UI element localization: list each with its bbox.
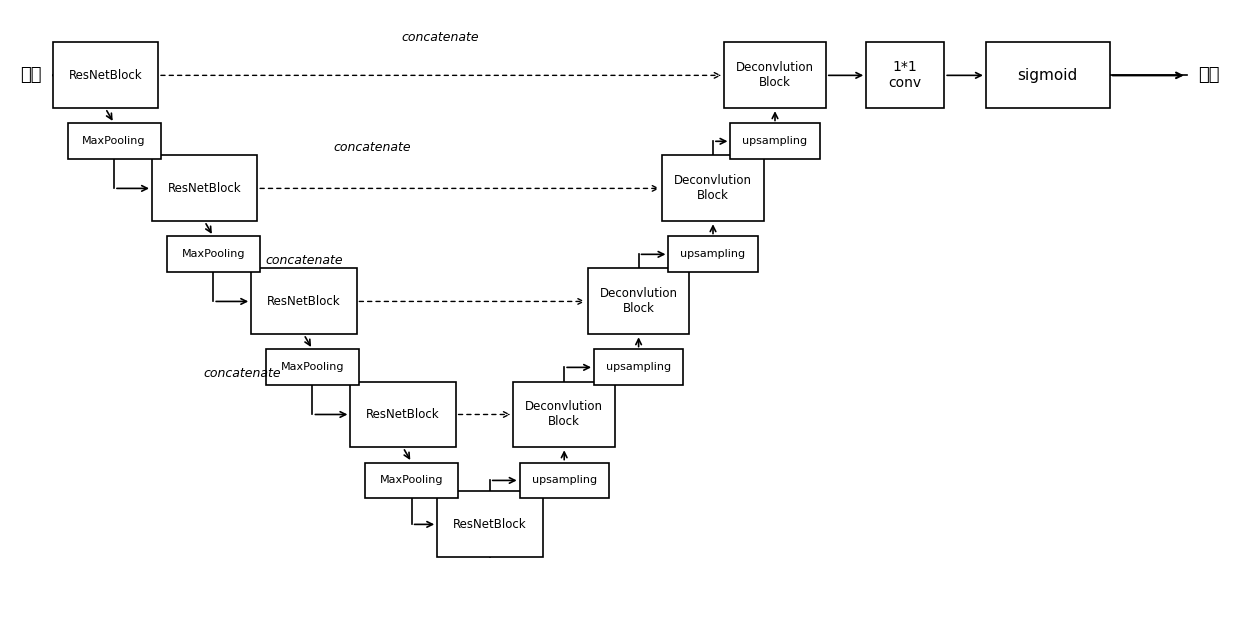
Text: MaxPooling: MaxPooling: [82, 136, 146, 146]
Text: Deconvlution
Block: Deconvlution Block: [600, 288, 677, 315]
Text: 输出: 输出: [1198, 67, 1220, 84]
FancyBboxPatch shape: [986, 42, 1110, 108]
Text: Deconvlution
Block: Deconvlution Block: [526, 401, 603, 428]
Text: ResNetBlock: ResNetBlock: [366, 408, 440, 421]
Text: concatenate: concatenate: [334, 141, 410, 154]
FancyBboxPatch shape: [250, 268, 357, 334]
Text: upsampling: upsampling: [606, 362, 671, 372]
Text: ResNetBlock: ResNetBlock: [68, 69, 143, 82]
Text: upsampling: upsampling: [681, 249, 745, 259]
Text: sigmoid: sigmoid: [1018, 68, 1078, 83]
FancyBboxPatch shape: [166, 236, 259, 273]
Text: ResNetBlock: ResNetBlock: [267, 295, 341, 308]
Text: Deconvlution
Block: Deconvlution Block: [675, 175, 751, 202]
FancyBboxPatch shape: [866, 42, 945, 108]
Text: MaxPooling: MaxPooling: [379, 475, 444, 485]
Text: Deconvlution
Block: Deconvlution Block: [737, 62, 813, 89]
FancyBboxPatch shape: [662, 155, 764, 221]
FancyBboxPatch shape: [351, 381, 456, 447]
FancyBboxPatch shape: [513, 381, 615, 447]
Text: ResNetBlock: ResNetBlock: [167, 182, 242, 195]
FancyBboxPatch shape: [588, 268, 689, 334]
Text: concatenate: concatenate: [203, 367, 280, 380]
FancyBboxPatch shape: [67, 123, 161, 159]
FancyBboxPatch shape: [724, 42, 826, 108]
Text: concatenate: concatenate: [402, 31, 479, 44]
Text: upsampling: upsampling: [743, 136, 807, 146]
Text: 输入: 输入: [20, 67, 42, 84]
FancyBboxPatch shape: [594, 349, 683, 385]
Text: concatenate: concatenate: [265, 254, 342, 267]
Text: upsampling: upsampling: [532, 475, 596, 485]
FancyBboxPatch shape: [366, 462, 459, 499]
Text: MaxPooling: MaxPooling: [181, 249, 246, 259]
Text: MaxPooling: MaxPooling: [280, 362, 345, 372]
Text: ResNetBlock: ResNetBlock: [453, 518, 527, 531]
FancyBboxPatch shape: [668, 236, 758, 273]
FancyBboxPatch shape: [267, 349, 360, 385]
Text: 1*1
conv: 1*1 conv: [889, 60, 921, 90]
FancyBboxPatch shape: [151, 155, 258, 221]
FancyBboxPatch shape: [438, 491, 543, 558]
FancyBboxPatch shape: [520, 462, 609, 499]
FancyBboxPatch shape: [52, 42, 159, 108]
FancyBboxPatch shape: [730, 123, 820, 159]
